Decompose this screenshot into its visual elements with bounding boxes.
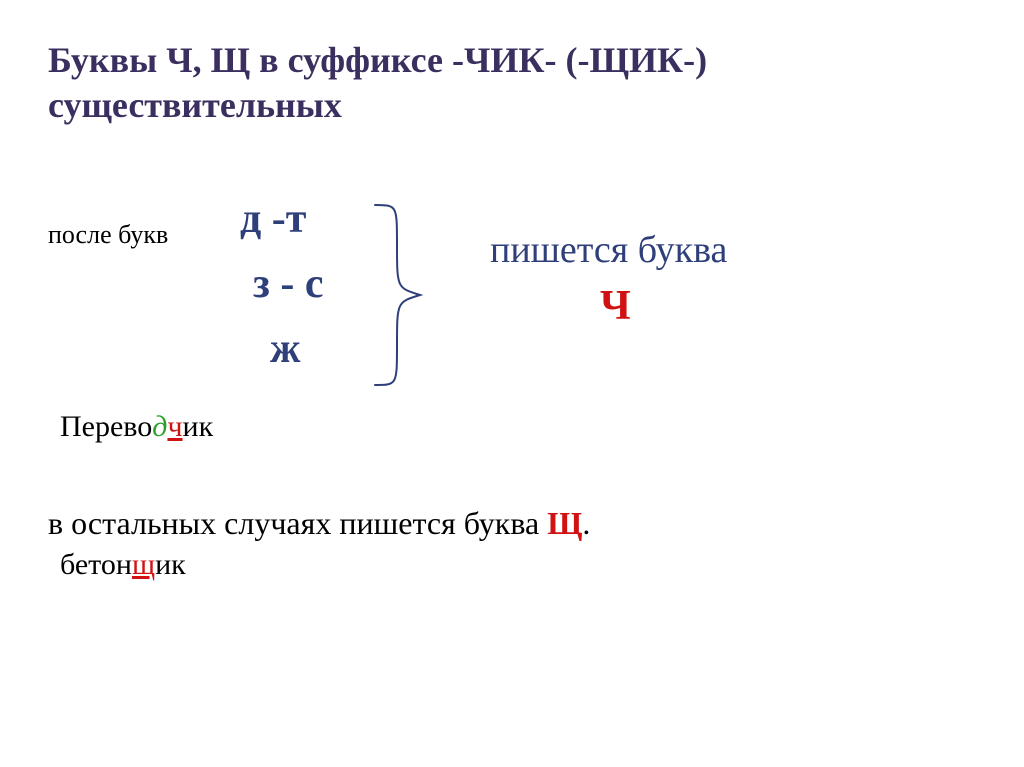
intro-text: после букв [48,220,168,249]
rule-2-letter: Щ [547,505,582,541]
example-1: Переводчик [60,410,213,444]
letters-row-2: з - с [253,260,324,308]
example-1-part-2: д [152,410,167,443]
example-2-part-2: щ [132,548,155,581]
result-label: пишется буква [490,228,727,272]
letters-d-t: д -т [240,196,306,242]
result-label-text: пишется буква [490,229,727,271]
letters-z-s: з - с [253,261,324,307]
slide-title: Буквы Ч, Щ в суффиксе -ЧИК- (-ЩИК-) суще… [48,38,707,128]
example-1-part-4: ик [183,410,214,443]
brace-icon [365,200,435,390]
example-1-part-3: ч [167,410,182,443]
result-letter: Ч [600,282,631,330]
example-2-part-3: ик [155,548,186,581]
letters-row-1: д -т [240,195,306,243]
slide-root: Буквы Ч, Щ в суффиксе -ЧИК- (-ЩИК-) суще… [0,0,1024,767]
title-line-2: существительных [48,83,707,128]
title-line-1: Буквы Ч, Щ в суффиксе -ЧИК- (-ЩИК-) [48,38,707,83]
rule-2-prefix: в остальных случаях пишется буква [48,505,547,541]
rule-2-suffix: . [582,505,590,541]
example-1-part-1: Перево [60,410,152,443]
intro-label: после букв [48,220,168,250]
result-letter-ch: Ч [600,283,631,329]
example-2: бетонщик [60,548,186,582]
example-2-part-1: бетон [60,548,132,581]
letters-zh: ж [270,326,300,372]
rule-2: в остальных случаях пишется буква Щ. [48,505,590,542]
letters-row-3: ж [270,325,300,373]
